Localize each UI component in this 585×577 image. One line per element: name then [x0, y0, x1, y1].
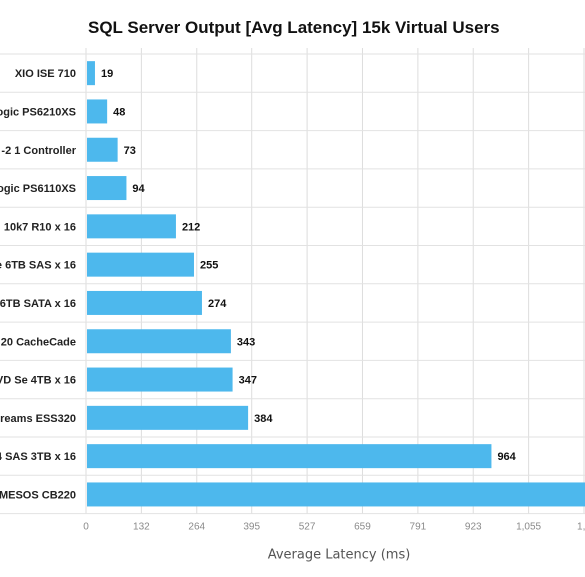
bar	[87, 405, 249, 430]
bar	[87, 290, 202, 315]
category-label: e 6TB SAS x 16	[0, 260, 76, 272]
label-layer: XIO ISE 710 19 ogic PS6210XS 48 -2 1 Control…	[0, 68, 517, 501]
bar	[87, 214, 176, 239]
category-label: -2 1 Controller	[1, 145, 76, 157]
x-tick-label: 264	[188, 522, 205, 533]
category-label: XIO ISE 710	[15, 68, 76, 80]
category-label: ogic PS6110XS	[0, 183, 76, 195]
x-tick-label: 0	[83, 522, 89, 533]
x-tick-label: 395	[243, 522, 260, 533]
category-label: reams ESS320	[0, 413, 76, 425]
category-label: 10k7 R10 x 16	[4, 221, 76, 233]
bar	[87, 329, 231, 354]
grid-layer	[0, 48, 585, 515]
x-tick-label: 659	[354, 522, 371, 533]
value-label: 19	[101, 68, 113, 80]
value-label: 48	[113, 106, 125, 118]
value-label: 347	[239, 375, 257, 387]
bar	[87, 99, 108, 124]
chart-title: SQL Server Output [Avg Latency] 15k Virt…	[88, 18, 500, 37]
bar	[87, 252, 194, 277]
category-label: VD Se 4TB x 16	[0, 375, 76, 387]
value-label: 384	[254, 413, 273, 425]
category-label: 4 SAS 3TB x 16	[0, 451, 76, 463]
x-tick-label: 791	[410, 522, 427, 533]
category-label: 20 CacheCade	[1, 336, 76, 348]
bar	[87, 176, 127, 201]
tick-layer: 0 132 264 395 527 659 791 923 1,055 1,1	[83, 522, 585, 533]
bar	[87, 367, 233, 392]
value-label: 343	[237, 336, 255, 348]
x-tick-label: 1,1	[577, 522, 585, 533]
value-label: 255	[200, 260, 218, 272]
value-label: 94	[132, 183, 145, 195]
value-label: 274	[208, 298, 227, 310]
category-label: ogic PS6210XS	[0, 106, 76, 118]
x-tick-label: 527	[299, 522, 316, 533]
x-tick-label: 132	[133, 522, 150, 533]
category-label: 6TB SATA x 16	[0, 298, 76, 310]
bar-layer	[87, 61, 585, 507]
bar	[87, 61, 95, 86]
bar	[87, 482, 585, 507]
value-label: 212	[182, 221, 200, 233]
category-label: MESOS CB220	[0, 489, 76, 501]
value-label: 73	[124, 145, 136, 157]
x-tick-label: 1,055	[516, 522, 541, 533]
bar	[87, 137, 118, 162]
bar	[87, 444, 492, 469]
x-axis-title: Average Latency (ms)	[268, 548, 411, 563]
x-tick-label: 923	[465, 522, 482, 533]
value-label: 964	[497, 451, 516, 463]
